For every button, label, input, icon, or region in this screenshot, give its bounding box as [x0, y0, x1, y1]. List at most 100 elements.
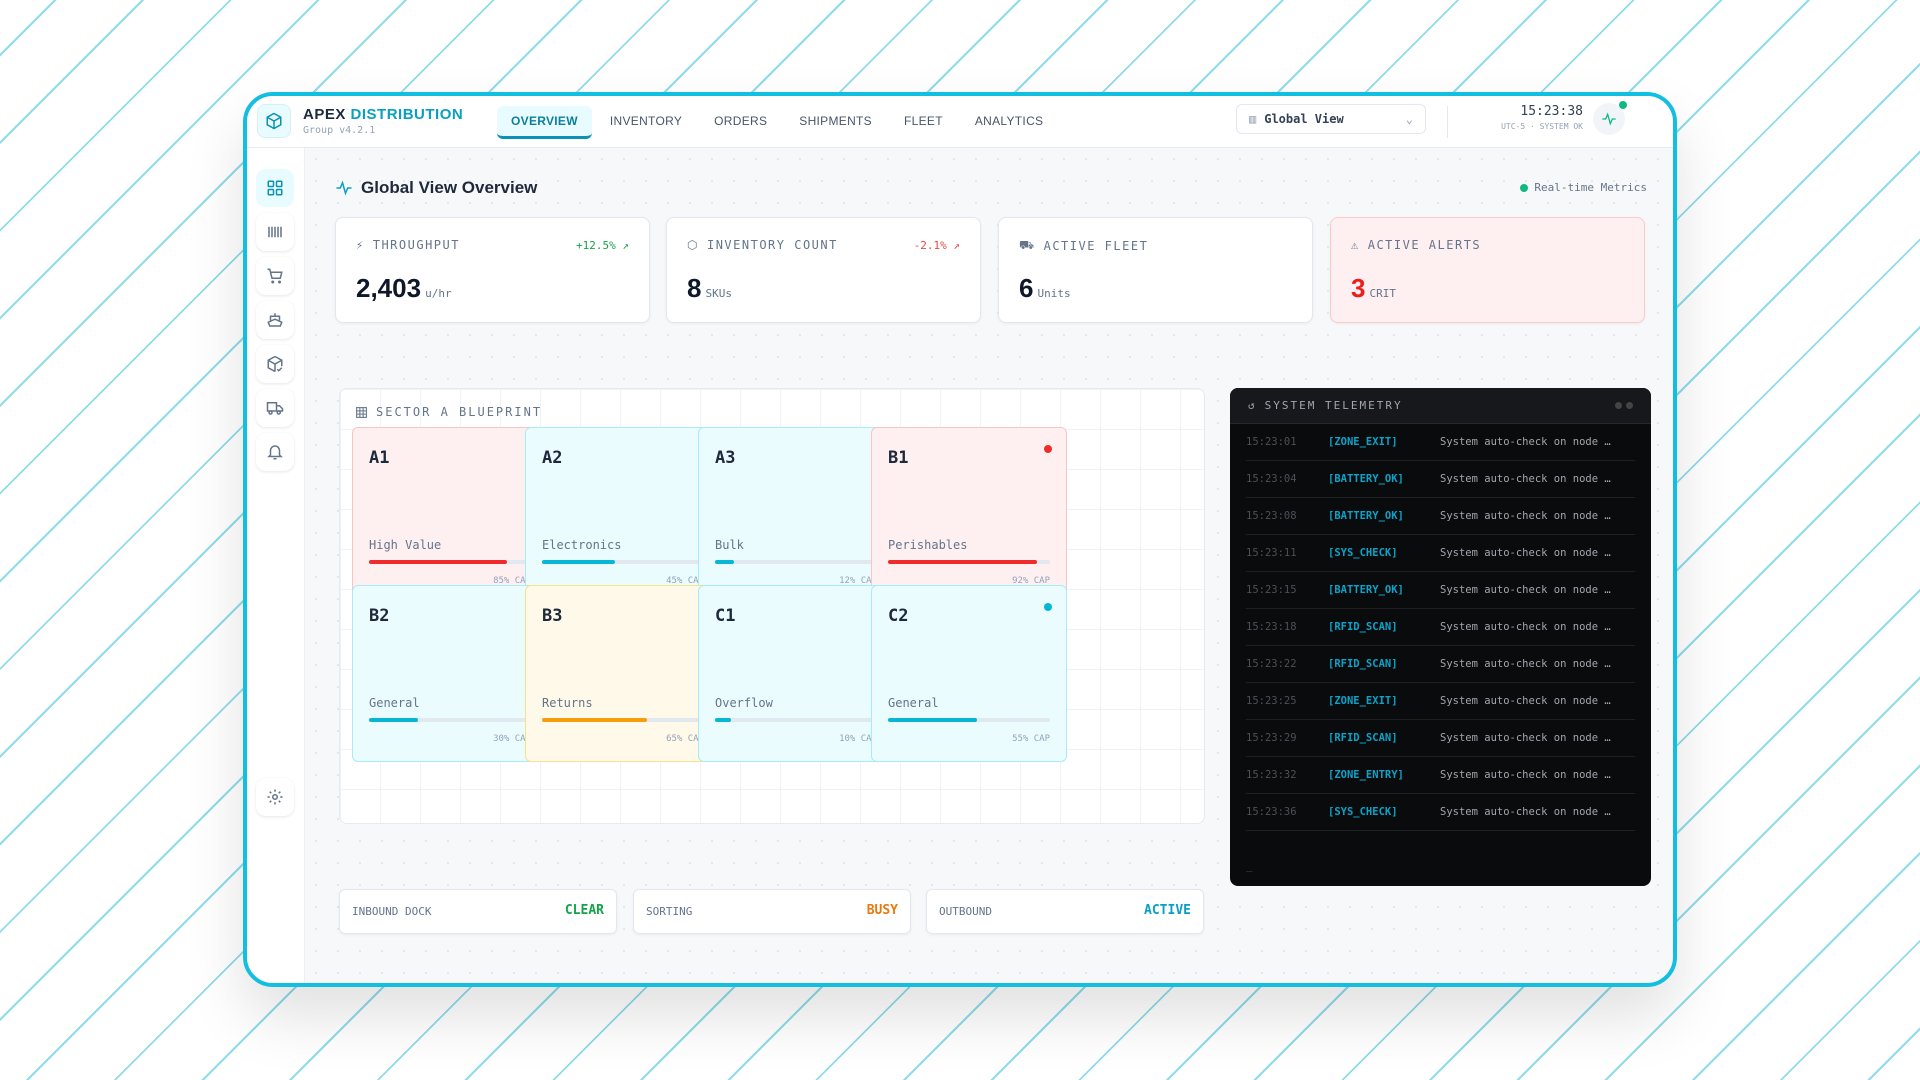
activity-button[interactable] — [1593, 101, 1627, 135]
cube-logo-icon[interactable] — [257, 104, 291, 138]
log-time: 15:23:01 — [1246, 436, 1297, 448]
barcode-icon — [268, 226, 282, 238]
log-tag: [SYS_CHECK] — [1328, 547, 1398, 559]
kpi-icon: ⛟ — [1019, 238, 1036, 252]
zone-tile-b3[interactable]: B3 Returns 65% CAP — [525, 585, 721, 762]
log-time: 15:23:29 — [1246, 732, 1297, 744]
top-header: APEX DISTRIBUTION Group v4.2.1 OVERVIEW I… — [247, 96, 1673, 148]
zone-status-dot — [1044, 445, 1052, 453]
realtime-label: Real-time Metrics — [1534, 181, 1647, 194]
kpi-card-throughput: ⚡ THROUGHPUT +12.5% ↗ 2,403 u/hr — [335, 217, 650, 323]
zone-tile-c2[interactable]: C2 General 55% CAP — [871, 585, 1067, 762]
log-time: 15:23:36 — [1246, 806, 1297, 818]
capacity-fill — [542, 560, 615, 564]
history-icon: ↺ — [1248, 399, 1257, 412]
sidebar — [247, 148, 305, 983]
tab-inventory[interactable]: INVENTORY — [609, 114, 683, 128]
capacity-label: 92% CAP — [1012, 576, 1050, 586]
log-time: 15:23:25 — [1246, 695, 1297, 707]
page-title-text: Global View Overview — [361, 178, 538, 197]
truck-icon — [266, 402, 284, 415]
zone-tile-a3[interactable]: A3 Bulk 12% CAP — [698, 427, 894, 604]
system-status: UTC-5 · SYSTEM OK — [1501, 122, 1583, 131]
zone-tile-a1[interactable]: A1 High Value 85% CAP — [352, 427, 548, 604]
dock-status-outbound: OUTBOUND ACTIVE — [926, 889, 1204, 934]
ship-icon — [267, 313, 283, 327]
capacity-fill — [888, 718, 978, 722]
tab-orders[interactable]: ORDERS — [714, 114, 768, 128]
brand-name: APEX — [303, 106, 346, 123]
capacity-bar — [888, 718, 1050, 722]
zone-tile-b2[interactable]: B2 General 30% CAP — [352, 585, 548, 762]
kpi-unit: Units — [1037, 287, 1071, 300]
capacity-bar — [542, 560, 704, 564]
tab-shipments[interactable]: SHIPMENTS — [799, 114, 872, 128]
capacity-label: 55% CAP — [1012, 734, 1050, 744]
capacity-bar — [715, 718, 877, 722]
system-telemetry-panel: ↺ SYSTEM TELEMETRY 15:23:01 [ZONE_EXIT] Sys… — [1230, 388, 1651, 886]
zone-type: General — [369, 696, 420, 710]
kpi-unit: CRIT — [1369, 287, 1396, 300]
zone-name: B1 — [888, 448, 909, 468]
sidebar-settings[interactable] — [256, 778, 294, 816]
capacity-bar — [369, 718, 531, 722]
zone-type: Perishables — [888, 538, 968, 552]
sidebar-inventory[interactable] — [256, 213, 294, 251]
bell-icon — [267, 445, 283, 460]
zone-status-dot — [1044, 603, 1052, 611]
zone-tile-c1[interactable]: C1 Overflow 10% CAP — [698, 585, 894, 762]
terminal-cursor: _ — [1246, 859, 1253, 872]
log-row: 15:23:36 [SYS_CHECK] System auto-check on … — [1246, 794, 1635, 831]
log-time: 15:23:15 — [1246, 584, 1297, 596]
capacity-fill — [715, 560, 735, 564]
view-select[interactable]: ▥ Global View ⌄ — [1236, 104, 1426, 134]
log-message: System auto-check on node … — [1440, 769, 1611, 781]
zone-tile-b1[interactable]: B1 Perishables 92% CAP — [871, 427, 1067, 604]
log-time: 15:23:04 — [1246, 473, 1297, 485]
zone-tile-a2[interactable]: A2 Electronics 45% CAP — [525, 427, 721, 604]
clock-time: 15:23:38 — [1520, 104, 1583, 119]
log-time: 15:23:18 — [1246, 621, 1297, 633]
capacity-fill — [542, 718, 648, 722]
building-icon: ▥ — [1249, 112, 1257, 126]
capacity-label: 45% CAP — [666, 576, 704, 586]
dock-status: BUSY — [866, 903, 898, 918]
sidebar-alerts[interactable] — [256, 433, 294, 471]
capacity-fill — [715, 718, 732, 722]
telemetry-title: SYSTEM TELEMETRY — [1264, 399, 1403, 412]
sidebar-shipments[interactable] — [256, 301, 294, 339]
kpi-label: ACTIVE ALERTS — [1367, 238, 1482, 252]
kpi-card-inventory-count: ⬡ INVENTORY COUNT -2.1% ↗ 8 SKUs — [666, 217, 981, 323]
tab-overview[interactable]: OVERVIEW — [497, 106, 592, 139]
log-time: 15:23:32 — [1246, 769, 1297, 781]
sidebar-dashboard[interactable] — [256, 169, 294, 207]
log-row: 15:23:11 [SYS_CHECK] System auto-check on … — [1246, 535, 1635, 572]
log-row: 15:23:22 [RFID_SCAN] System auto-check on … — [1246, 646, 1635, 683]
main-nav: OVERVIEW INVENTORY ORDERS SHIPMENTS FLEET ANA… — [497, 106, 1057, 139]
capacity-label: 65% CAP — [666, 734, 704, 744]
log-row: 15:23:15 [BATTERY_OK] System auto-check on… — [1246, 572, 1635, 609]
log-message: System auto-check on node … — [1440, 584, 1611, 596]
main-content: Global View Overview Real-time Metrics ⚡… — [305, 148, 1673, 983]
log-tag: [RFID_SCAN] — [1328, 658, 1398, 670]
sidebar-orders[interactable] — [256, 257, 294, 295]
capacity-fill — [369, 560, 507, 564]
log-message: System auto-check on node … — [1440, 547, 1611, 559]
version-label: Group v4.2.1 — [303, 125, 376, 136]
realtime-indicator: Real-time Metrics — [1520, 181, 1647, 194]
tab-analytics[interactable]: ANALYTICS — [974, 114, 1044, 128]
dock-label: SORTING — [646, 905, 693, 918]
sidebar-packages[interactable] — [256, 345, 294, 383]
dock-status-inbound-dock: INBOUND DOCK CLEAR — [339, 889, 617, 934]
sidebar-fleet[interactable] — [256, 389, 294, 427]
log-tag: [RFID_SCAN] — [1328, 621, 1398, 633]
settings-icon — [267, 789, 283, 805]
log-message: System auto-check on node … — [1440, 658, 1611, 670]
log-message: System auto-check on node … — [1440, 436, 1611, 448]
blueprint-header: SECTOR A BLUEPRINT — [355, 405, 542, 419]
tab-fleet[interactable]: FLEET — [904, 114, 943, 128]
zone-type: Returns — [542, 696, 593, 710]
brand: APEX DISTRIBUTION Group v4.2.1 — [303, 106, 463, 136]
app-window: APEX DISTRIBUTION Group v4.2.1 OVERVIEW I… — [243, 92, 1677, 987]
log-row: 15:23:01 [ZONE_EXIT] System auto-check on … — [1246, 424, 1635, 461]
